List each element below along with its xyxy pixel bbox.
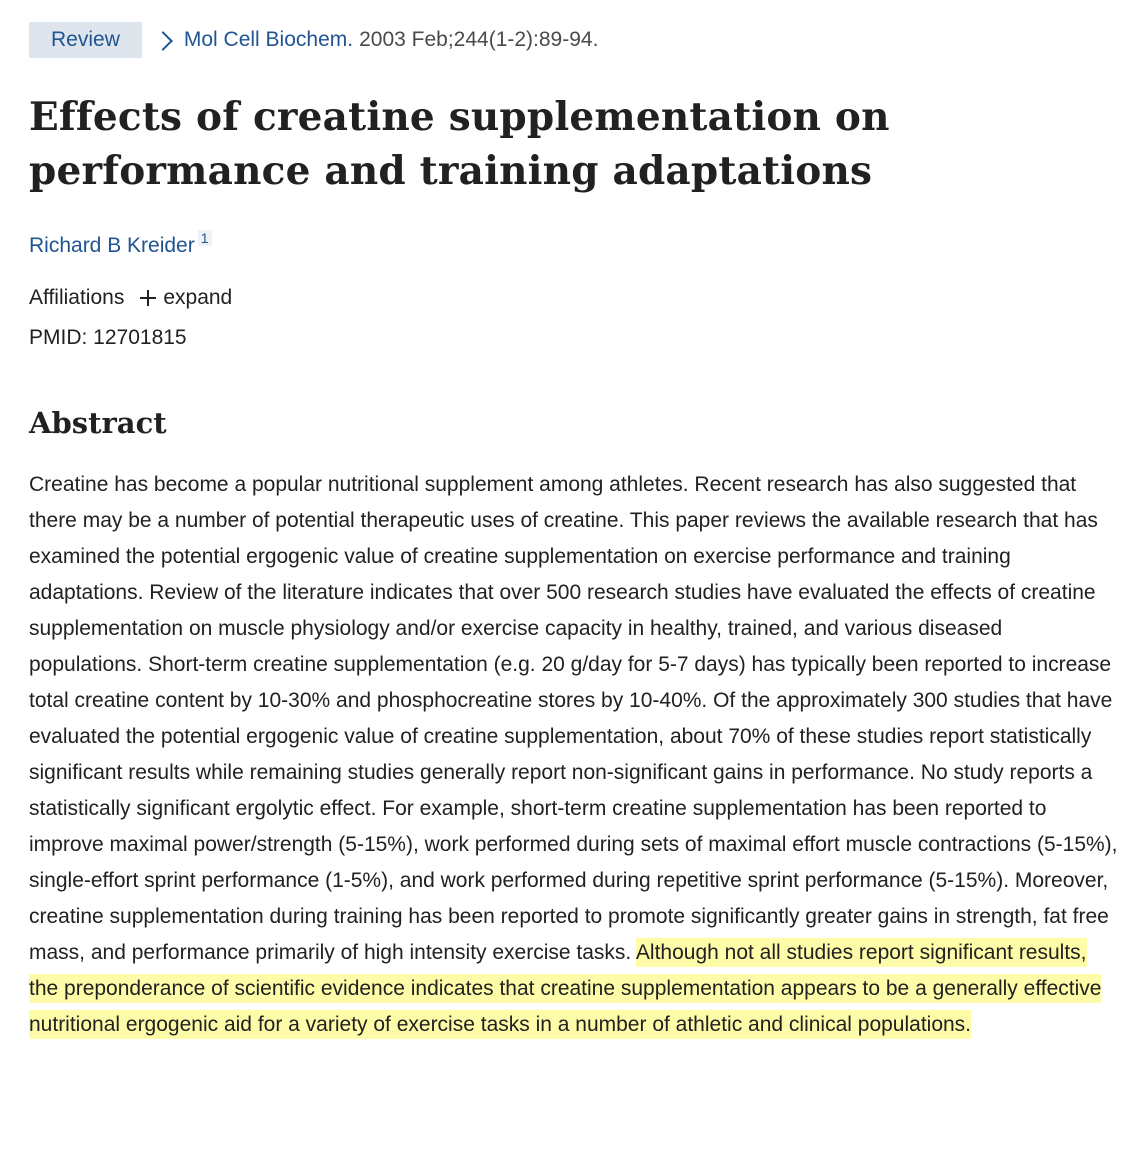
plus-icon — [140, 290, 157, 306]
citation-header: Review Mol Cell Biochem. 2003 Feb;244(1-… — [29, 22, 598, 58]
citation-details: 2003 Feb;244(1-2):89-94. — [359, 28, 599, 51]
review-badge[interactable]: Review — [29, 22, 142, 58]
author-link[interactable]: Richard B Kreider — [29, 234, 195, 257]
expand-label: expand — [163, 286, 233, 309]
highlighted-text: Although not all studies report signific… — [29, 938, 1102, 1039]
affiliations-label: Affiliations — [29, 286, 125, 309]
citation: Mol Cell Biochem. 2003 Feb;244(1-2):89-9… — [152, 28, 599, 52]
author-list: Richard B Kreider 1 — [29, 230, 212, 258]
chevron-right-icon[interactable] — [152, 30, 173, 51]
expand-button[interactable]: expand — [140, 286, 232, 310]
abstract-heading: Abstract — [29, 406, 167, 440]
affiliation-ref[interactable]: 1 — [197, 230, 212, 246]
pmid: PMID: 12701815 — [29, 326, 187, 349]
abstract-body: Creatine has become a popular nutritiona… — [29, 473, 1118, 964]
article-title: Effects of creatine supplementation on p… — [29, 94, 890, 194]
affiliations-row: Affiliations expand — [29, 286, 232, 310]
journal-link[interactable]: Mol Cell Biochem. — [183, 28, 354, 51]
abstract-text: Creatine has become a popular nutritiona… — [29, 467, 1119, 1043]
